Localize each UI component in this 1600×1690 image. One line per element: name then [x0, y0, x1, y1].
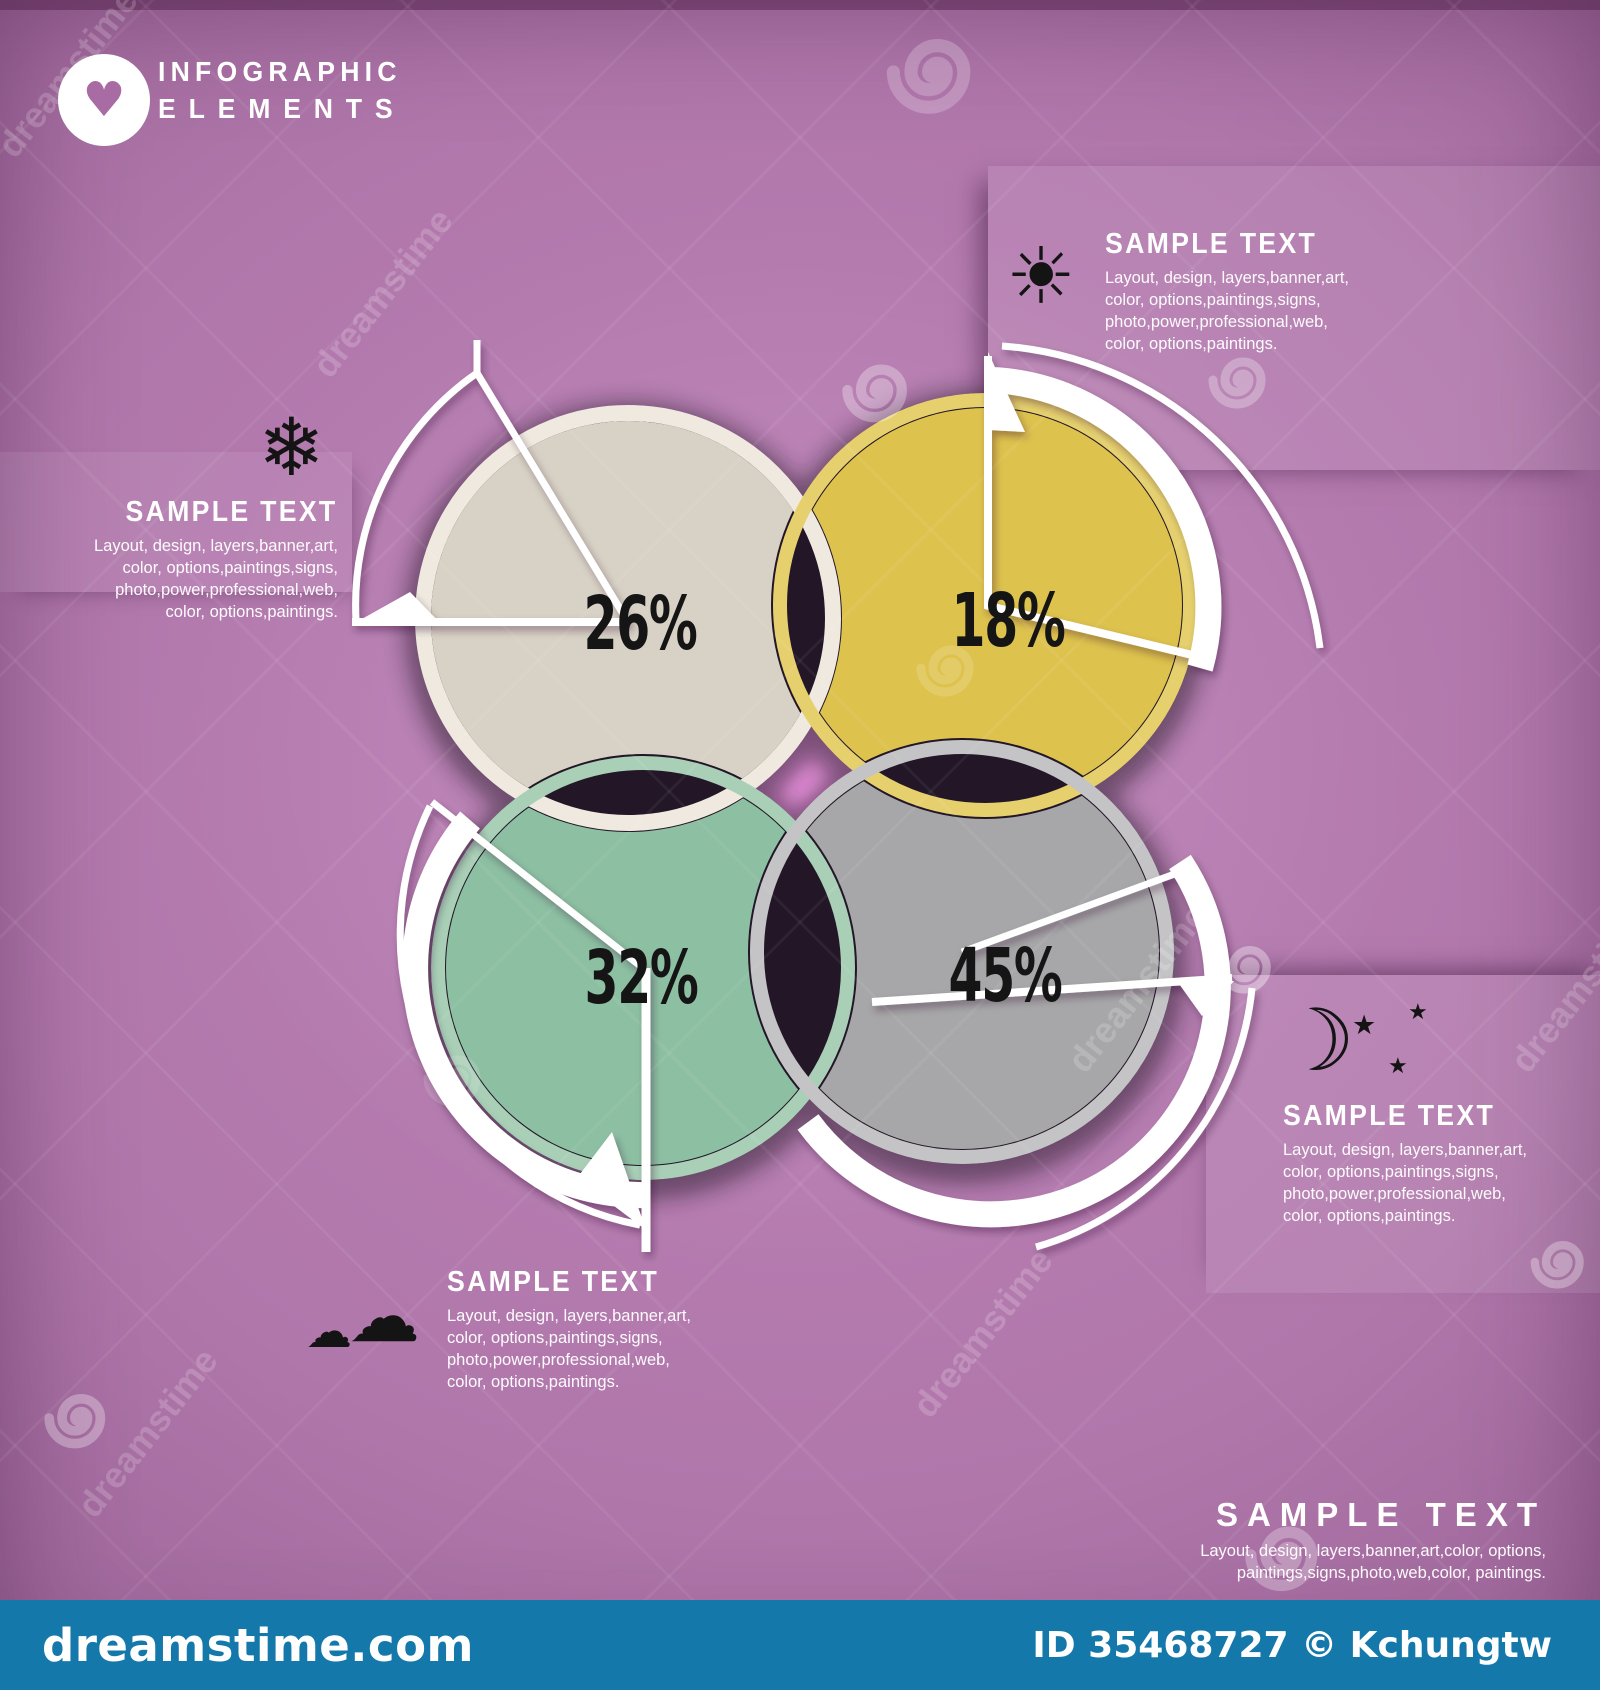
- gray-pointer-line: [871, 974, 1233, 1006]
- watermark-text: dreamstime: [1502, 895, 1600, 1080]
- spiral-watermark-icon: [1213, 362, 1261, 404]
- spiral-watermark-icon: [847, 370, 901, 418]
- spiral-watermark-icon: [49, 1399, 100, 1444]
- gray-thick-arc: [797, 854, 1231, 1228]
- sun-icon: ☀: [1006, 232, 1076, 322]
- star-icon: ★: [1352, 1010, 1377, 1041]
- green-arc-tail: [577, 1132, 646, 1230]
- dreamstime-logo: dreamstime.com: [42, 1618, 474, 1672]
- logo-title-line1: INFOGRAPHIC: [158, 56, 402, 87]
- yellow-percent-value: 18%: [951, 578, 1066, 664]
- watermark-text: dreamstime: [904, 1240, 1061, 1425]
- beige-outer-arc: [352, 370, 479, 621]
- yellow-pointer-line: [984, 601, 1214, 664]
- green-outer-arc: [396, 804, 641, 1229]
- yellow-thick-arc: [991, 367, 1222, 672]
- logo-title-line2: ELEMENTS: [158, 93, 406, 124]
- green-thick-arc: [402, 811, 649, 1209]
- footer-block-body: Layout, design, layers,banner,art,color,…: [1200, 1542, 1546, 1582]
- cloud-block: SAMPLE TEXT Layout, design, layers,banne…: [447, 1266, 767, 1394]
- sun-block: SAMPLE TEXT Layout, design, layers,banne…: [1105, 228, 1405, 356]
- yellow-outer-arc: [1001, 342, 1324, 649]
- top-edge-strip: [0, 0, 1600, 10]
- panel-left: [0, 452, 352, 592]
- star-icon: ★: [1408, 1000, 1428, 1025]
- heart-icon: ♥: [82, 72, 126, 128]
- logo-heart-badge: ♥: [58, 54, 150, 146]
- beige-arc-tail: [353, 592, 441, 624]
- star-icon: ★: [1388, 1054, 1408, 1079]
- moon-icon: ☽: [1278, 991, 1356, 1091]
- cloud-block-heading: SAMPLE TEXT: [447, 1266, 660, 1298]
- footer-block-heading: SAMPLE TEXT: [1215, 1496, 1546, 1533]
- spiral-watermark-icon: [893, 46, 963, 108]
- cloud-block-body: Layout, design, layers,banner,art, color…: [447, 1307, 691, 1391]
- watermark-text: dreamstime: [304, 200, 461, 385]
- snow-block-heading: SAMPLE TEXT: [125, 496, 338, 528]
- snowflake-icon: ❄: [258, 401, 326, 494]
- white-decorations: [352, 340, 1324, 1252]
- gray-percent-value: 45%: [948, 933, 1063, 1019]
- snow-block: SAMPLE TEXT Layout, design, layers,banne…: [8, 496, 338, 624]
- cloud-icon: ☁: [348, 1274, 420, 1358]
- footer-block: SAMPLE TEXT Layout, design, layers,banne…: [986, 1496, 1546, 1585]
- moon-block: SAMPLE TEXT Layout, design, layers,banne…: [1283, 1100, 1583, 1228]
- beige-percent-value: 26%: [583, 581, 698, 667]
- sun-block-body: Layout, design, layers,banner,art, color…: [1105, 269, 1349, 353]
- panel-bottom-right: [1206, 975, 1600, 1293]
- moon-block-body: Layout, design, layers,banner,art, color…: [1283, 1141, 1527, 1225]
- logo: INFOGRAPHIC ELEMENTS: [158, 56, 418, 125]
- gray-outer-arc: [1035, 987, 1256, 1251]
- cloud-icon: ☁: [306, 1304, 352, 1358]
- spiral-watermark-icon: [1535, 1245, 1580, 1284]
- moon-block-heading: SAMPLE TEXT: [1283, 1100, 1496, 1132]
- beige-divider-line: [474, 371, 631, 624]
- green-percent-value: 32%: [584, 935, 699, 1021]
- sun-block-heading: SAMPLE TEXT: [1105, 228, 1318, 260]
- image-credit: ID 35468727 © Kchungtw: [1032, 1624, 1552, 1666]
- watermark-bar: dreamstime.com ID 35468727 © Kchungtw: [0, 1600, 1600, 1690]
- gray-divider-line: [960, 868, 1182, 956]
- snow-block-body: Layout, design, layers,banner,art, color…: [94, 537, 338, 621]
